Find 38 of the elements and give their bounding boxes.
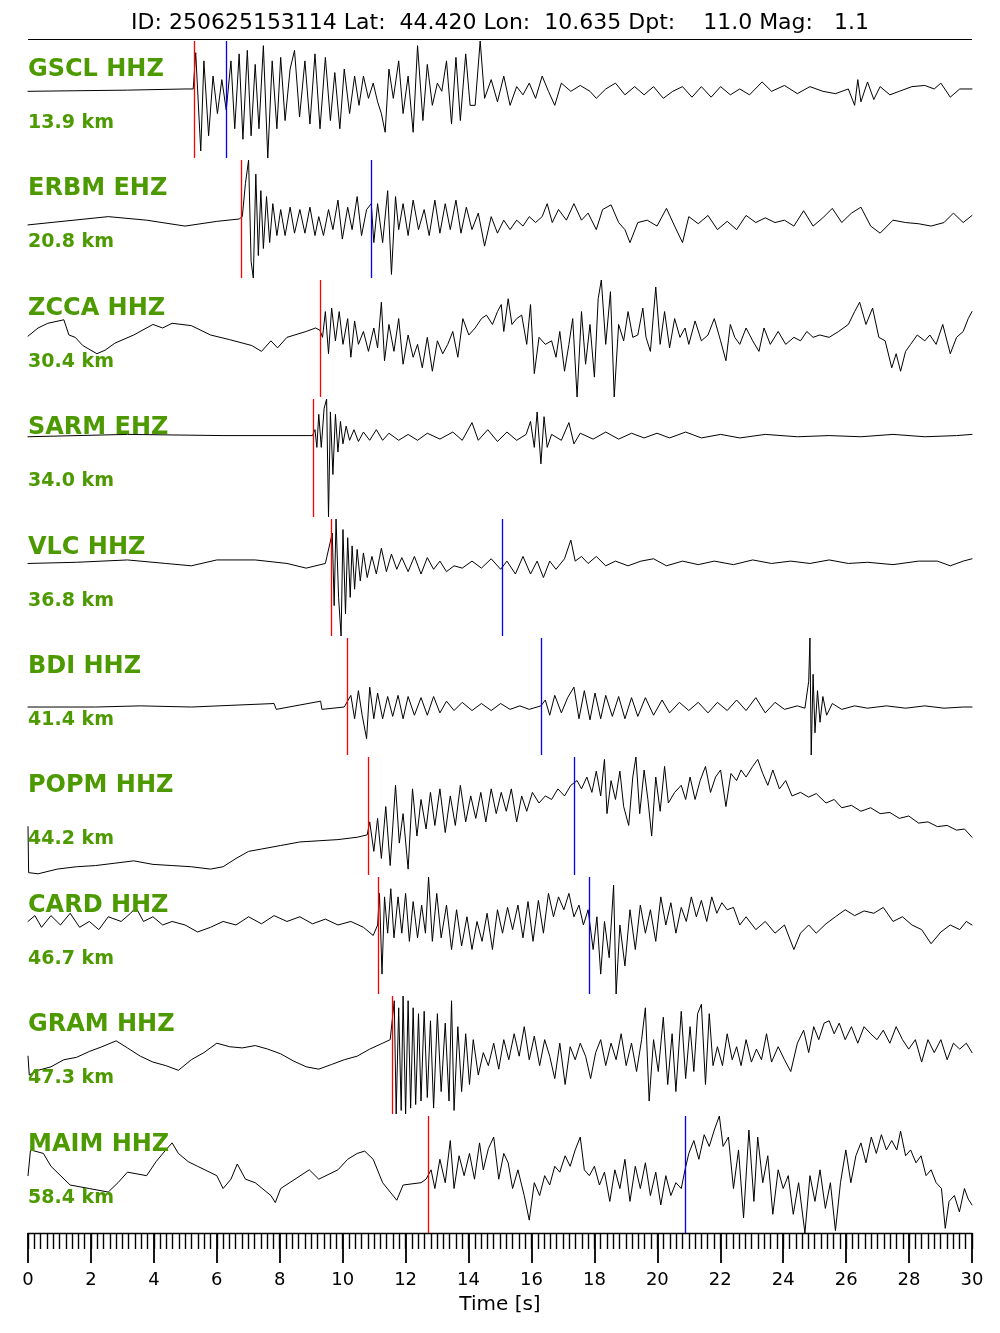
x-tick-label: 24 <box>771 1267 795 1289</box>
annotation: 13.9 km <box>28 109 114 132</box>
annotation: 44.2 km <box>28 825 114 848</box>
chart-title: ID: 250625153114 Lat: 44.420 Lon: 10.635 Dpt: 11.0 Mag: 1.1 <box>131 9 869 35</box>
x-tick-label: 18 <box>582 1267 606 1289</box>
annotation: GSCL HHZ <box>28 54 164 82</box>
x-tick-label: 0 <box>22 1267 34 1289</box>
annotation: ERBM EHZ <box>28 173 168 201</box>
annotation: 30.4 km <box>28 348 114 371</box>
annotation: SARM EHZ <box>28 412 169 440</box>
x-tick-label: 22 <box>708 1267 732 1289</box>
annotation: GRAM HHZ <box>28 1009 175 1037</box>
annotation: 47.3 km <box>28 1064 114 1087</box>
x-tick-label: 26 <box>834 1267 858 1289</box>
annotation: 20.8 km <box>28 228 114 251</box>
x-tick-label: 12 <box>394 1267 418 1289</box>
annotation: POPM HHZ <box>28 770 174 798</box>
annotation: BDI HHZ <box>28 651 142 679</box>
x-tick-label: 28 <box>897 1267 921 1289</box>
x-tick-label: 20 <box>645 1267 669 1289</box>
x-tick-label: 30 <box>960 1267 984 1289</box>
annotation: 58.4 km <box>28 1184 114 1207</box>
annotation: ZCCA HHZ <box>28 293 166 321</box>
annotation: MAIM HHZ <box>28 1129 170 1157</box>
annotation: 41.4 km <box>28 706 114 729</box>
annotation: 34.0 km <box>28 467 114 490</box>
x-tick-label: 4 <box>148 1267 160 1289</box>
annotation: CARD HHZ <box>28 890 169 918</box>
x-tick-label: 2 <box>85 1267 97 1289</box>
x-tick-label: 14 <box>457 1267 480 1289</box>
x-tick-label: 16 <box>520 1267 543 1289</box>
x-tick-label: 10 <box>331 1267 355 1289</box>
x-tick-label: 8 <box>274 1267 286 1289</box>
annotation: 36.8 km <box>28 587 114 610</box>
x-tick-label: 6 <box>211 1267 223 1289</box>
annotation: VLC HHZ <box>28 532 146 560</box>
annotation: 46.7 km <box>28 945 114 968</box>
x-axis-title: Time [s] <box>458 1291 541 1315</box>
